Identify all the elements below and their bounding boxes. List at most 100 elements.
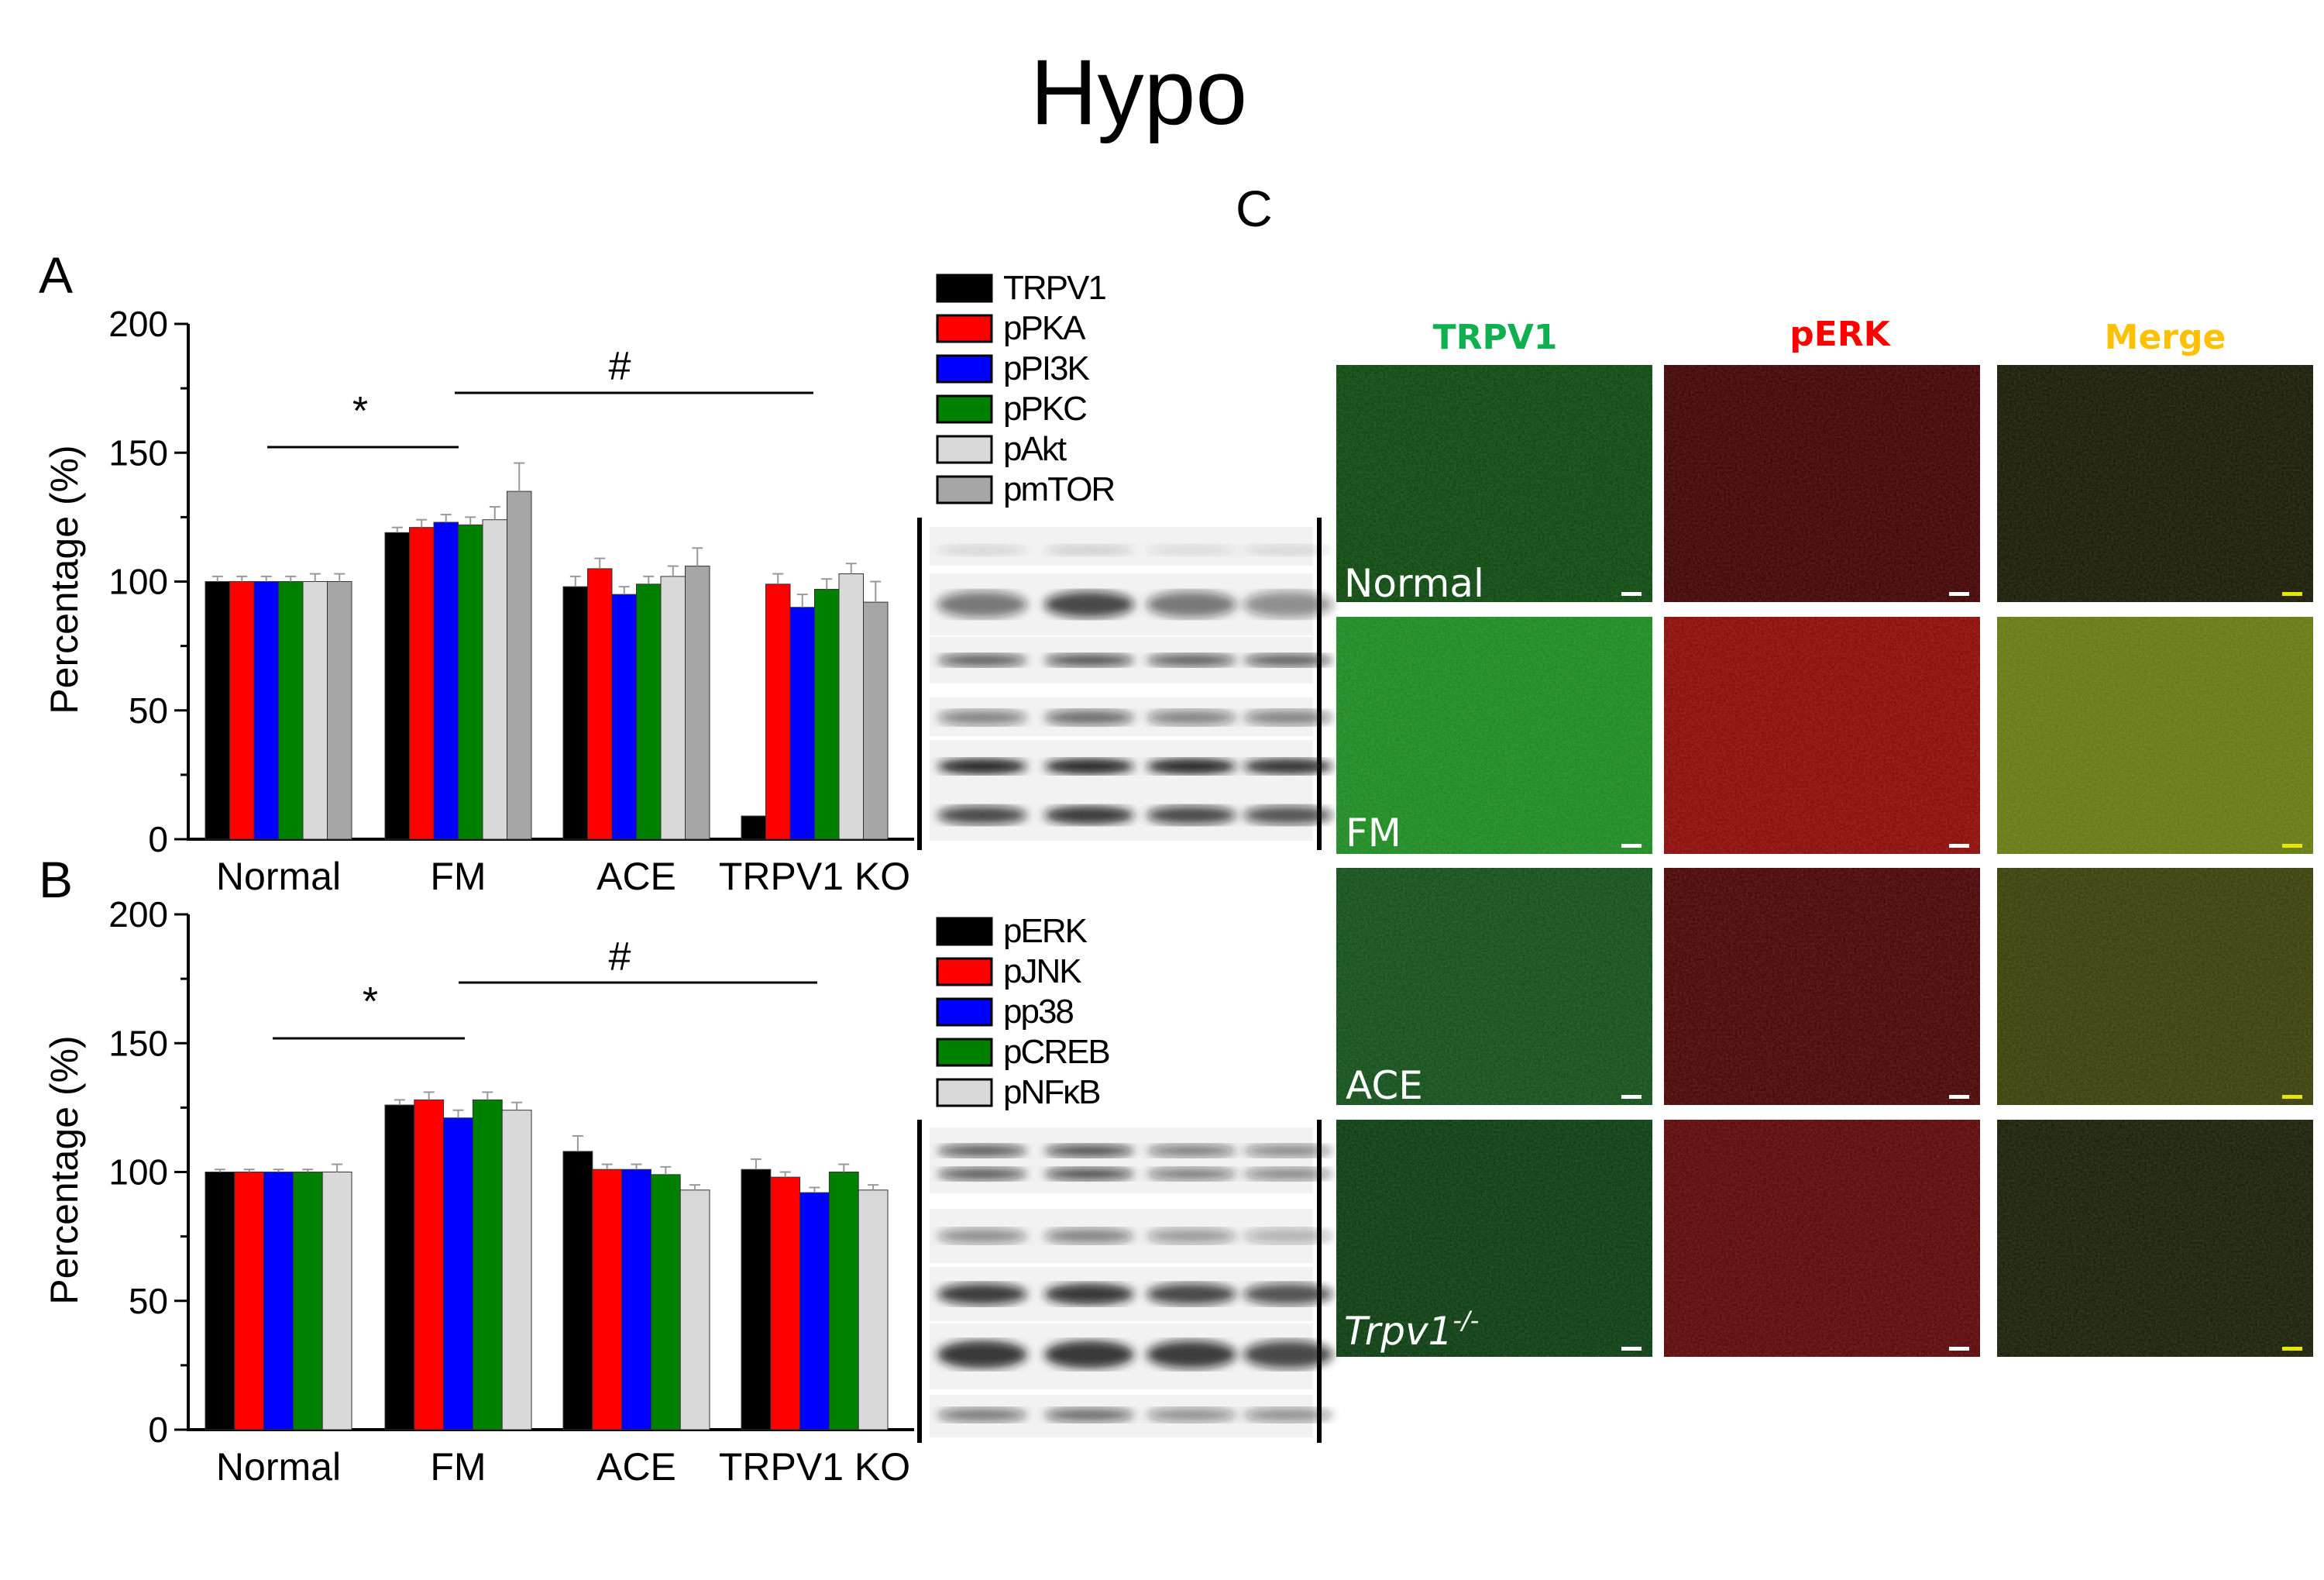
bar xyxy=(482,519,507,840)
legend-swatch xyxy=(936,1038,993,1067)
x-tick-label: ACE xyxy=(596,1445,676,1489)
chart-a-ylabel: Percentage (%) xyxy=(43,445,86,714)
blot-band xyxy=(1044,806,1134,824)
blot-band xyxy=(1044,545,1134,556)
micro-row-label-fm: FM xyxy=(1346,811,1401,855)
blot-band xyxy=(1243,1408,1333,1422)
legend-label: pp38 xyxy=(1003,993,1073,1031)
bar xyxy=(621,1169,651,1430)
micro-row-label-ko-text: Trpv1 xyxy=(1344,1309,1452,1354)
legend-swatch xyxy=(936,957,993,986)
micro-row-label-normal: Normal xyxy=(1344,561,1484,606)
y-tick-label: 0 xyxy=(148,819,168,859)
y-tick-label: 100 xyxy=(108,562,168,602)
chart-a-hash: # xyxy=(609,344,631,389)
blot-band xyxy=(1147,591,1236,618)
panel-label-a: A xyxy=(39,246,73,304)
bar xyxy=(650,1174,681,1430)
blot-band xyxy=(1147,806,1236,824)
micrograph-texture xyxy=(1997,868,2313,1105)
bar xyxy=(770,1176,801,1430)
legend-swatch xyxy=(936,435,993,464)
y-tick-label: 100 xyxy=(108,1152,168,1193)
legend-swatch xyxy=(936,394,993,424)
bar-chart-b: 0 50 100 150 200 Normal FM ACE TRPV1 KO Percenta… xyxy=(43,894,914,1489)
chart-b-star: * xyxy=(363,979,378,1024)
micrograph-texture xyxy=(1336,1120,1652,1357)
bar xyxy=(229,581,255,840)
bar xyxy=(863,601,889,840)
bar xyxy=(321,1172,352,1430)
bar xyxy=(789,607,815,840)
blot-band xyxy=(937,1408,1027,1422)
blot-band xyxy=(937,759,1027,774)
legend-swatch xyxy=(936,475,993,504)
blot-band xyxy=(1243,1283,1333,1305)
legend-swatch xyxy=(936,997,993,1027)
bar xyxy=(501,1110,532,1430)
bar xyxy=(458,524,483,840)
blot-band xyxy=(937,710,1027,725)
blot-band xyxy=(937,654,1027,666)
blot-band xyxy=(1243,545,1333,556)
blot-band xyxy=(1147,1168,1236,1180)
micrograph-tiles xyxy=(1336,365,2313,1357)
scale-bar xyxy=(1621,1095,1642,1099)
x-tick-label: Normal xyxy=(216,855,341,898)
x-tick-label: Normal xyxy=(216,1445,341,1489)
bar xyxy=(660,576,686,840)
bar xyxy=(799,1192,830,1430)
legend-label: pmTOR xyxy=(1003,470,1114,508)
micrograph-texture xyxy=(1336,868,1652,1105)
blot-band xyxy=(1044,1145,1134,1157)
y-tick-label: 50 xyxy=(129,690,168,731)
micrograph-texture xyxy=(1664,365,1980,602)
bar xyxy=(327,581,352,840)
bar xyxy=(636,583,662,840)
bar xyxy=(741,815,766,840)
western-blot-a xyxy=(917,518,1333,850)
bar xyxy=(562,1151,593,1430)
scale-bar xyxy=(1621,1347,1642,1351)
legend-label: pPI3K xyxy=(1003,349,1090,387)
figure-title: Hypo xyxy=(1030,40,1247,144)
bar xyxy=(765,583,791,840)
bar xyxy=(414,1099,445,1430)
micrograph-texture xyxy=(1664,617,1980,854)
bar xyxy=(443,1117,473,1430)
legend-swatch xyxy=(936,1078,993,1107)
micrograph-texture xyxy=(1997,365,2313,602)
scale-bar xyxy=(2282,1347,2302,1351)
y-tick-label: 0 xyxy=(148,1410,168,1450)
blot-band xyxy=(1147,1408,1236,1422)
blot-band xyxy=(1044,1341,1134,1368)
scale-bar xyxy=(1949,592,1969,596)
micrograph-texture xyxy=(1997,1120,2313,1357)
blot-band xyxy=(1243,1168,1333,1180)
bar xyxy=(472,1099,503,1430)
bar xyxy=(858,1189,889,1430)
blot-band xyxy=(937,1228,1027,1244)
blot-band xyxy=(1243,806,1333,824)
blot-band xyxy=(1147,545,1236,556)
legend-label: pERK xyxy=(1003,912,1088,950)
scale-bar xyxy=(2282,844,2302,848)
bar xyxy=(685,566,710,840)
western-blot-b xyxy=(917,1120,1333,1443)
blot-strip xyxy=(930,1127,1313,1193)
scale-bar xyxy=(2282,592,2302,596)
legend-label: TRPV1 xyxy=(1003,269,1105,307)
blot-band xyxy=(937,591,1027,618)
bar xyxy=(814,588,840,840)
micro-row-label-ace: ACE xyxy=(1346,1063,1423,1108)
micro-title-perk: pERK xyxy=(1789,315,1891,354)
scale-bar xyxy=(1949,1347,1969,1351)
y-tick-label: 150 xyxy=(108,1023,168,1063)
bar xyxy=(234,1172,265,1430)
legend-swatch xyxy=(936,354,993,384)
blot-band xyxy=(937,1145,1027,1157)
blot-band xyxy=(1044,1283,1134,1305)
x-tick-label: FM xyxy=(430,855,486,898)
